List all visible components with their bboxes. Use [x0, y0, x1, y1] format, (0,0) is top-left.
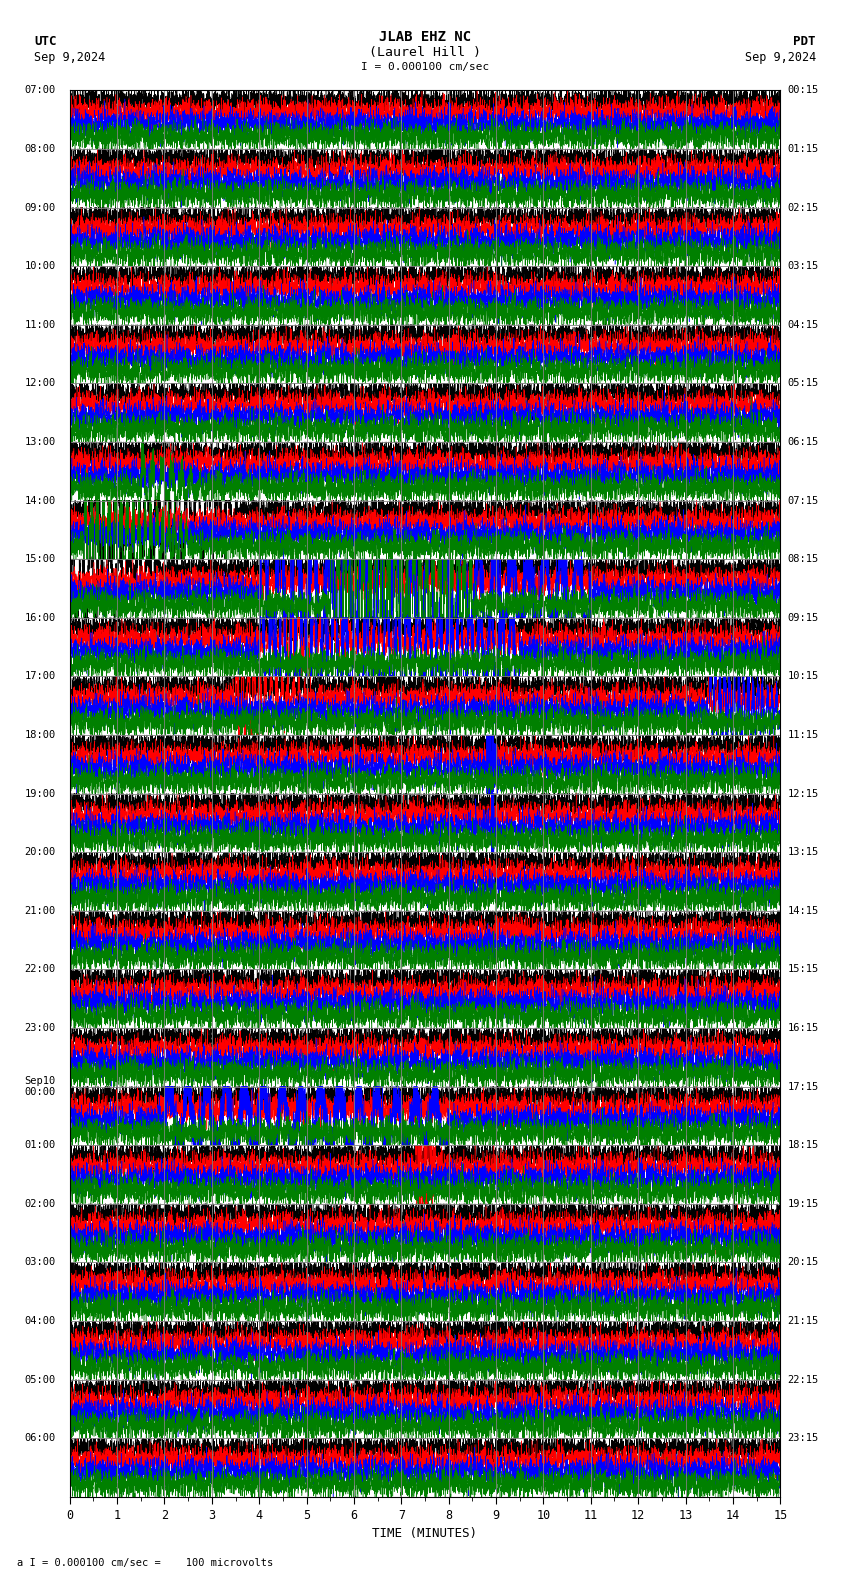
Text: I = 0.000100 cm/sec: I = 0.000100 cm/sec [361, 62, 489, 71]
Text: 05:00: 05:00 [25, 1375, 55, 1384]
Text: 04:00: 04:00 [25, 1316, 55, 1326]
Text: 06:00: 06:00 [25, 1434, 55, 1443]
Text: 19:00: 19:00 [25, 789, 55, 798]
Text: (Laurel Hill ): (Laurel Hill ) [369, 46, 481, 59]
Text: 03:15: 03:15 [787, 261, 819, 271]
Text: UTC: UTC [34, 35, 56, 48]
Text: 23:00: 23:00 [25, 1023, 55, 1033]
Text: JLAB EHZ NC: JLAB EHZ NC [379, 30, 471, 44]
Text: 21:00: 21:00 [25, 906, 55, 916]
Text: 13:15: 13:15 [787, 847, 819, 857]
Text: 15:15: 15:15 [787, 965, 819, 974]
Text: 07:15: 07:15 [787, 496, 819, 505]
Text: 16:00: 16:00 [25, 613, 55, 623]
Text: 22:00: 22:00 [25, 965, 55, 974]
Text: 21:15: 21:15 [787, 1316, 819, 1326]
Text: 10:00: 10:00 [25, 261, 55, 271]
Text: 20:00: 20:00 [25, 847, 55, 857]
Text: 22:15: 22:15 [787, 1375, 819, 1384]
Text: 02:15: 02:15 [787, 203, 819, 212]
Text: 06:15: 06:15 [787, 437, 819, 447]
Text: 20:15: 20:15 [787, 1258, 819, 1267]
Text: 09:15: 09:15 [787, 613, 819, 623]
Text: 12:00: 12:00 [25, 379, 55, 388]
Text: 14:00: 14:00 [25, 496, 55, 505]
Text: 18:15: 18:15 [787, 1140, 819, 1150]
Text: 08:15: 08:15 [787, 554, 819, 564]
Text: 23:15: 23:15 [787, 1434, 819, 1443]
Text: 03:00: 03:00 [25, 1258, 55, 1267]
Text: 02:00: 02:00 [25, 1199, 55, 1209]
Text: 07:00: 07:00 [25, 86, 55, 95]
Text: a I = 0.000100 cm/sec =    100 microvolts: a I = 0.000100 cm/sec = 100 microvolts [17, 1559, 273, 1568]
X-axis label: TIME (MINUTES): TIME (MINUTES) [372, 1527, 478, 1540]
Text: 17:00: 17:00 [25, 672, 55, 681]
Text: 08:00: 08:00 [25, 144, 55, 154]
Text: 19:15: 19:15 [787, 1199, 819, 1209]
Text: 12:15: 12:15 [787, 789, 819, 798]
Text: 17:15: 17:15 [787, 1082, 819, 1091]
Text: 01:00: 01:00 [25, 1140, 55, 1150]
Text: Sep10
00:00: Sep10 00:00 [25, 1076, 55, 1098]
Text: 01:15: 01:15 [787, 144, 819, 154]
Text: 18:00: 18:00 [25, 730, 55, 740]
Text: 11:15: 11:15 [787, 730, 819, 740]
Text: Sep 9,2024: Sep 9,2024 [34, 51, 105, 63]
Text: 00:15: 00:15 [787, 86, 819, 95]
Text: 11:00: 11:00 [25, 320, 55, 329]
Text: 14:15: 14:15 [787, 906, 819, 916]
Text: Sep 9,2024: Sep 9,2024 [745, 51, 816, 63]
Text: 09:00: 09:00 [25, 203, 55, 212]
Text: PDT: PDT [794, 35, 816, 48]
Text: 15:00: 15:00 [25, 554, 55, 564]
Text: 04:15: 04:15 [787, 320, 819, 329]
Text: 05:15: 05:15 [787, 379, 819, 388]
Text: 13:00: 13:00 [25, 437, 55, 447]
Text: 16:15: 16:15 [787, 1023, 819, 1033]
Text: 10:15: 10:15 [787, 672, 819, 681]
